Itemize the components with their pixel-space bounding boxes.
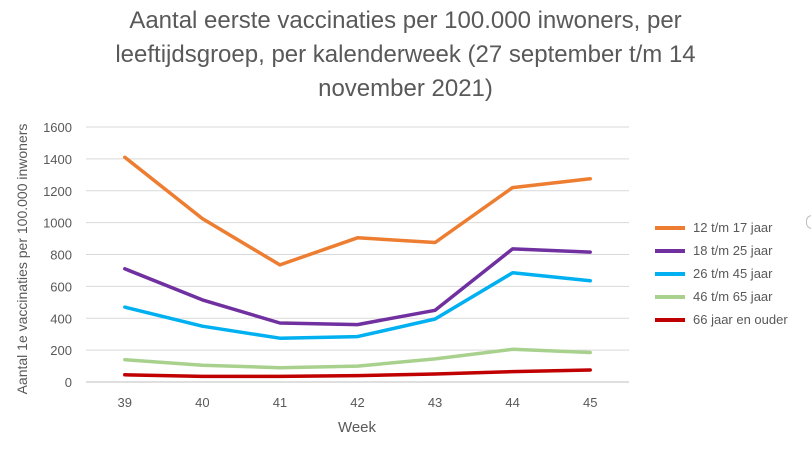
series-line-3 [123,271,592,340]
gridlines [86,126,629,383]
y-tick-label: 1600 [43,120,72,135]
series-lines [123,155,592,379]
series-line-5 [123,368,592,379]
chart-title-line-2: leeftijdsgroep, per kalenderweek (27 sep… [115,41,696,68]
legend-swatch [655,294,685,299]
y-tick-label: 0 [65,375,72,390]
legend-label: 18 t/m 25 jaar [693,243,773,258]
y-tick-label: 600 [50,279,72,294]
x-axis-label: Week [338,419,377,436]
x-tick-label: 43 [428,395,442,410]
x-axis-ticks: 39 40 41 42 43 44 45 [118,395,598,410]
legend-label: 46 t/m 65 jaar [693,289,773,304]
series-line-4 [123,347,592,370]
legend-swatch [655,248,685,253]
legend-item: 66 jaar en ouder [655,308,788,331]
series-line-1 [123,155,592,267]
chart-title-line-1: Aantal eerste vaccinaties per 100.000 in… [129,7,682,34]
legend-label: 66 jaar en ouder [693,312,788,327]
legend-swatch [655,271,685,276]
x-tick-label: 39 [118,395,132,410]
x-tick-label: 45 [583,395,597,410]
legend-item: 26 t/m 45 jaar [655,262,788,285]
series-line-2 [123,247,592,327]
legend: 12 t/m 17 jaar 18 t/m 25 jaar 26 t/m 45 … [655,216,788,331]
y-tick-label: 1400 [43,152,72,167]
legend-label: 26 t/m 45 jaar [693,266,773,281]
y-tick-label: 800 [50,248,72,263]
y-axis-label: Aantal 1e vaccinaties per 100.000 inwone… [14,124,30,395]
legend-swatch [655,225,685,230]
x-tick-label: 42 [350,395,364,410]
y-tick-label: 200 [50,343,72,358]
legend-label: 12 t/m 17 jaar [693,220,773,235]
x-tick-label: 41 [273,395,287,410]
x-tick-label: 44 [505,395,519,410]
scroll-edge-handle [806,215,811,229]
x-tick-label: 40 [195,395,209,410]
y-tick-label: 400 [50,311,72,326]
chart-title-line-3: november 2021) [318,75,493,102]
legend-item: 18 t/m 25 jaar [655,239,788,262]
legend-item: 12 t/m 17 jaar [655,216,788,239]
legend-swatch [655,317,685,322]
y-axis-ticks: 0 200 400 600 800 1000 1200 1400 1600 [43,120,72,390]
legend-item: 46 t/m 65 jaar [655,285,788,308]
y-tick-label: 1200 [43,184,72,199]
y-tick-label: 1000 [43,216,72,231]
